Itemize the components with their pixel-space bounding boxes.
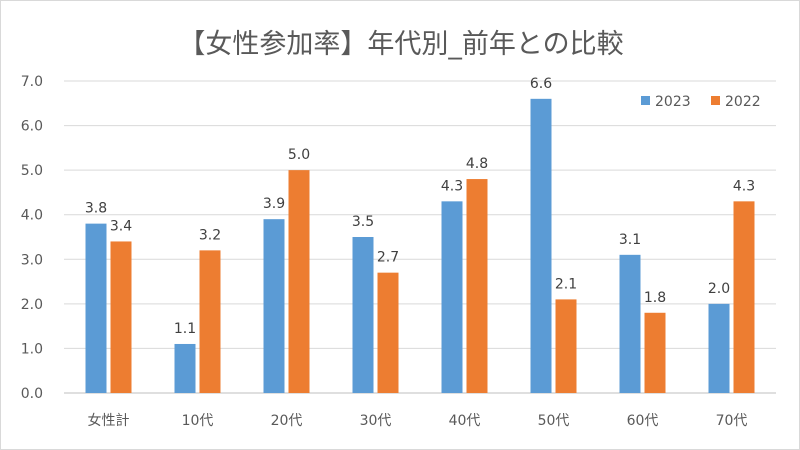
bar-2022-0 xyxy=(110,241,132,393)
data-label-2023-1: 1.1 xyxy=(174,321,196,337)
y-tick-label: 6.0 xyxy=(21,119,43,135)
y-axis: 0.0 1.0 2.0 3.0 4.0 5.0 6.0 7.0 xyxy=(21,74,43,402)
bar-2022-7 xyxy=(733,201,755,393)
x-tick-label: 女性計 xyxy=(88,412,130,429)
y-tick-label: 5.0 xyxy=(21,163,43,179)
bar-2023-7 xyxy=(708,303,730,393)
data-labels: 3.83.41.13.23.95.03.52.74.34.86.62.13.11… xyxy=(85,76,755,337)
data-label-2023-4: 4.3 xyxy=(441,178,463,194)
x-tick-label: 60代 xyxy=(627,413,659,429)
data-label-2023-0: 3.8 xyxy=(85,201,107,217)
bar-2023-2 xyxy=(263,219,285,393)
x-tick-label: 20代 xyxy=(271,413,303,429)
data-label-2023-7: 2.0 xyxy=(708,281,730,297)
bar-2022-1 xyxy=(199,250,221,393)
data-label-2022-2: 5.0 xyxy=(288,147,310,163)
legend: 2023 2022 xyxy=(641,94,761,110)
data-label-2023-6: 3.1 xyxy=(619,232,641,248)
x-tick-label: 10代 xyxy=(182,413,214,429)
legend-label-2023: 2023 xyxy=(655,94,691,110)
gridlines xyxy=(64,80,776,394)
bar-2023-4 xyxy=(441,201,463,393)
y-tick-label: 7.0 xyxy=(21,74,43,90)
x-axis: 女性計 10代 20代 30代 40代 50代 60代 70代 xyxy=(88,412,748,429)
y-tick-label: 0.0 xyxy=(21,386,43,402)
y-tick-label: 1.0 xyxy=(21,341,43,357)
y-tick-label: 4.0 xyxy=(21,208,43,224)
x-tick-label: 70代 xyxy=(716,413,748,429)
bar-2023-6 xyxy=(619,254,641,393)
y-tick-label: 2.0 xyxy=(21,297,43,313)
data-label-2022-1: 3.2 xyxy=(199,227,221,243)
data-label-2023-2: 3.9 xyxy=(263,196,285,212)
chart-title: 【女性参加率】年代別_前年との比較 xyxy=(178,29,623,60)
bar-2023-0 xyxy=(85,223,107,393)
bar-2022-6 xyxy=(644,312,666,393)
x-tick-label: 30代 xyxy=(360,413,392,429)
bar-2023-1 xyxy=(174,343,196,393)
bar-2022-4 xyxy=(466,179,488,393)
legend-swatch-2023 xyxy=(641,96,650,105)
bar-2023-5 xyxy=(530,98,552,393)
legend-swatch-2022 xyxy=(711,96,720,105)
bars xyxy=(85,98,755,393)
data-label-2022-7: 4.3 xyxy=(733,178,755,194)
data-label-2022-6: 1.8 xyxy=(644,290,666,306)
data-label-2023-5: 6.6 xyxy=(530,76,552,92)
legend-label-2022: 2022 xyxy=(725,94,761,110)
bar-2022-3 xyxy=(377,272,399,393)
data-label-2022-5: 2.1 xyxy=(555,276,577,292)
x-tick-label: 40代 xyxy=(449,413,481,429)
bar-2023-3 xyxy=(352,237,374,393)
data-label-2022-0: 3.4 xyxy=(110,218,132,234)
data-label-2022-3: 2.7 xyxy=(377,250,399,266)
bar-2022-2 xyxy=(288,170,310,393)
y-tick-label: 3.0 xyxy=(21,252,43,268)
bar-2022-5 xyxy=(555,299,577,393)
data-label-2022-4: 4.8 xyxy=(466,156,488,172)
data-label-2023-3: 3.5 xyxy=(352,214,374,230)
x-tick-label: 50代 xyxy=(538,413,570,429)
